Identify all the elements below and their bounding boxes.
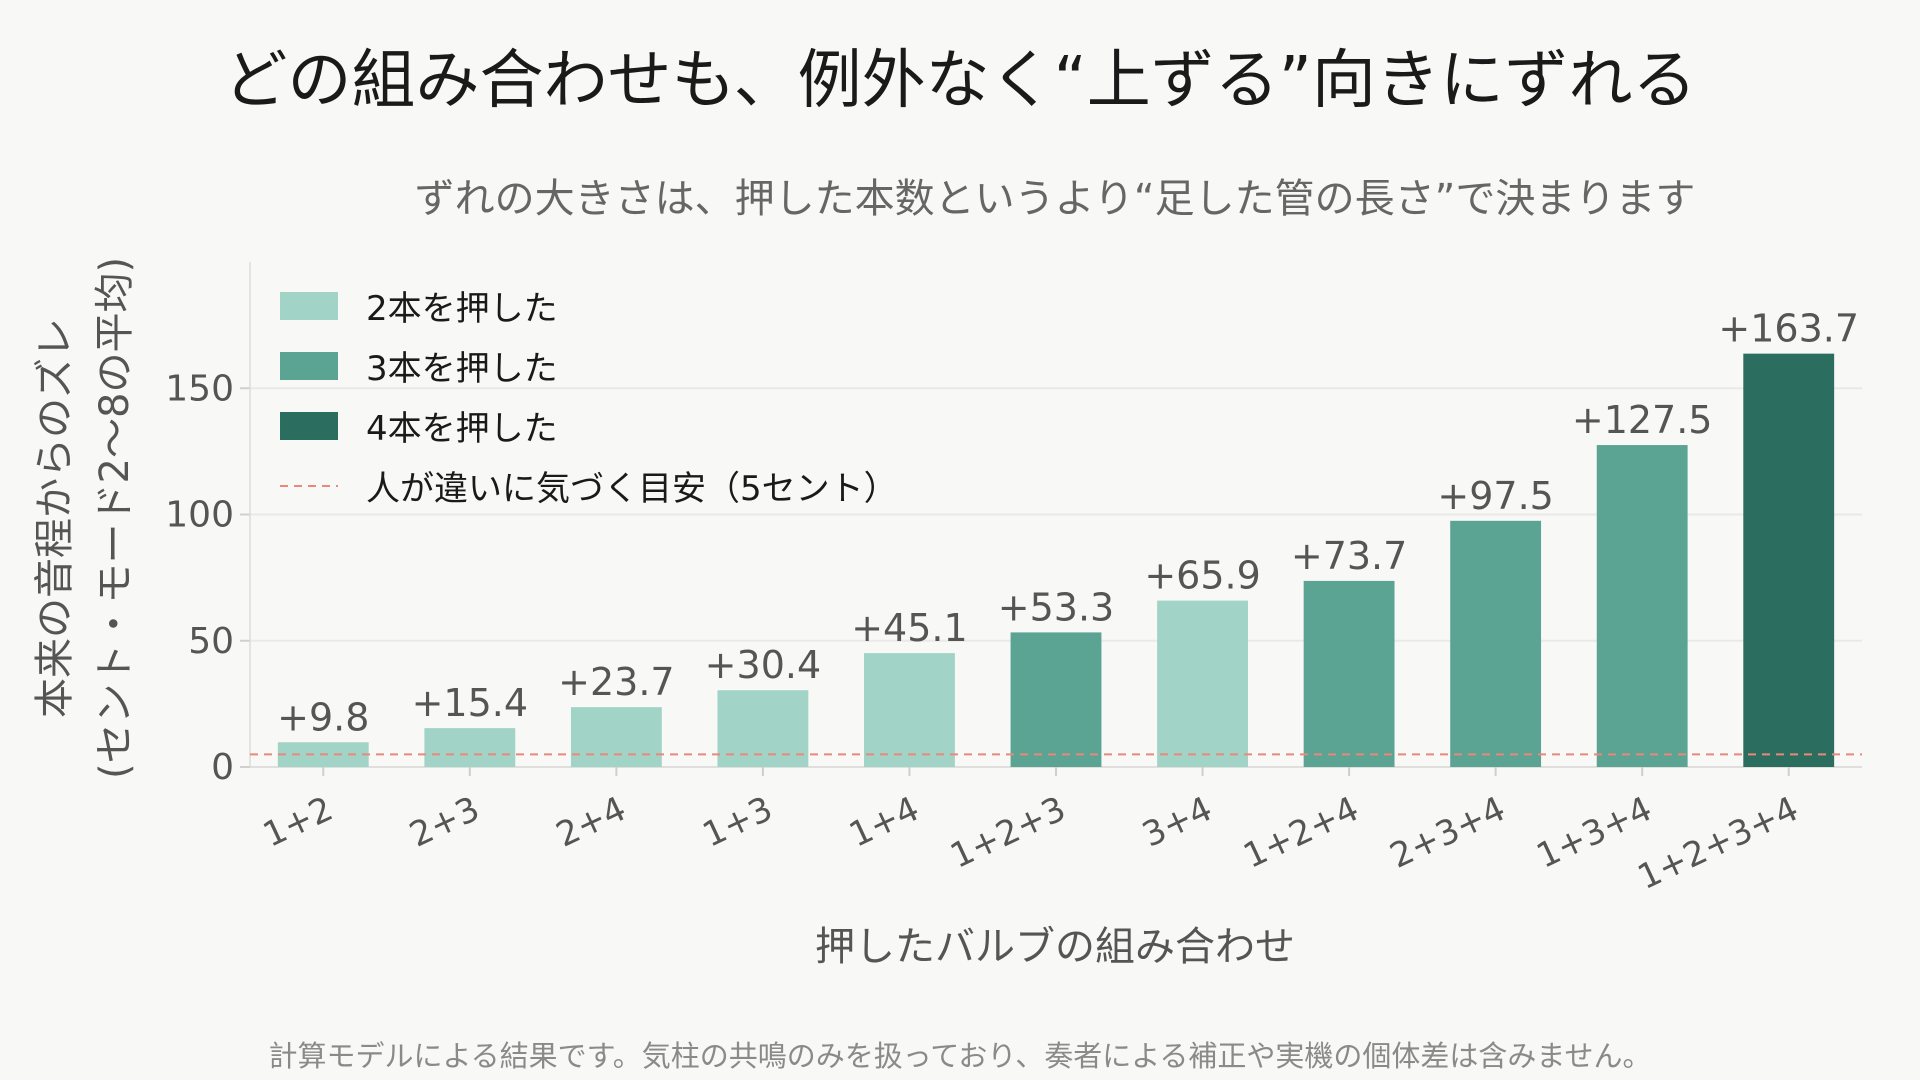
value-label: +97.5 [1437, 474, 1553, 518]
legend-swatch-4 [280, 412, 338, 440]
x-tick-label: 2+3+4 [1384, 789, 1511, 877]
bar-1+4 [864, 653, 955, 767]
x-tick-label: 3+4 [1136, 789, 1218, 856]
value-label: +73.7 [1291, 534, 1407, 578]
bar-1+2+3+4 [1743, 353, 1835, 767]
value-label: +53.3 [998, 585, 1114, 629]
chart-subtitle: ずれの大きさは、押した本数というより“足した管の長さ”で決まります [415, 176, 1696, 222]
bar-1+3+4 [1596, 445, 1688, 767]
bar-3+4 [1157, 600, 1248, 767]
x-axis-title: 押したバルブの組み合わせ [815, 924, 1295, 970]
footnote: 計算モデルによる結果です。気柱の共鳴のみを扱っており、奏者による補正や実機の個体… [268, 1039, 1651, 1073]
x-tick-label: 1+2+3 [944, 789, 1071, 877]
x-tick-label: 1+2+4 [1238, 789, 1365, 877]
bar-1+2+3 [1010, 632, 1102, 767]
y-axis-title-line1: 本来の音程からのズレ [32, 318, 78, 718]
legend-label: 人が違いに気づく目安（5セント） [366, 469, 898, 509]
value-label: +45.1 [851, 606, 967, 650]
x-tick-label: 2+3 [404, 789, 486, 856]
y-tick-label: 50 [188, 621, 234, 662]
y-axis-title-line2: (セント・モード2〜8の平均) [92, 257, 138, 779]
y-tick-label: 150 [165, 368, 234, 409]
x-tick-label: 1+2 [257, 789, 339, 856]
y-tick-labels: 0 50 100 150 [165, 368, 234, 788]
value-label: +30.4 [705, 643, 821, 687]
bar-2+4 [570, 707, 662, 767]
x-tick-label: 1+3 [697, 789, 779, 856]
value-label: +23.7 [558, 660, 674, 704]
value-labels: +9.8 +15.4 +23.7 +30.4 +45.1 +53.3 +65.9 +73.7 +… [277, 307, 1859, 740]
bar-2+3 [424, 728, 516, 767]
value-label: +163.7 [1718, 307, 1859, 351]
value-label: +15.4 [412, 681, 528, 725]
legend-label: 2本を押した [366, 289, 558, 329]
x-tick-label: 1+4 [843, 789, 925, 856]
legend-label: 3本を押した [366, 349, 558, 389]
value-label: +9.8 [277, 695, 369, 739]
bar-1+3 [717, 690, 809, 767]
legend-swatch-2 [280, 292, 338, 320]
value-label: +127.5 [1572, 398, 1713, 442]
bar-2+3+4 [1450, 520, 1542, 767]
y-tick-label: 100 [165, 495, 234, 536]
y-tick-label: 0 [211, 747, 234, 788]
bars [277, 353, 1835, 767]
value-label: +65.9 [1144, 554, 1260, 598]
legend-swatch-3 [280, 352, 338, 380]
x-tick-label: 2+4 [550, 789, 632, 856]
x-tick-labels: 1+2 2+3 2+4 1+3 1+4 1+2+3 3+4 1+2+4 2+3+4 1+3+41+… [257, 789, 1804, 898]
x-tick-label: 1+2+3+4 [1632, 789, 1805, 898]
chart-title: どの組み合わせも、例外なく“上ずる”向きにずれる [223, 44, 1696, 118]
bar-1+2+4 [1303, 580, 1395, 767]
legend-label: 4本を押した [366, 409, 558, 449]
